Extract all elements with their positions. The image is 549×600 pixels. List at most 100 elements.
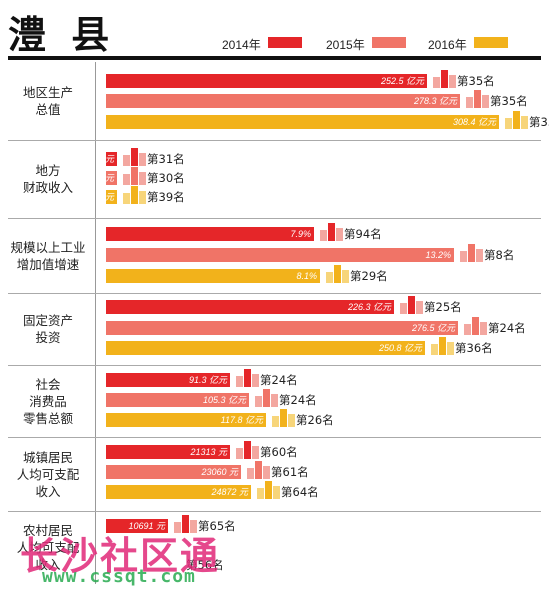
bar-chart-icon (320, 221, 343, 241)
bar-chart-icon (123, 184, 146, 204)
bar-chart-icon (236, 439, 259, 459)
icon-bar (439, 337, 446, 355)
rank-label: 第64名 (281, 485, 319, 499)
bar-2015: 105.3 亿元 (106, 393, 249, 407)
bar-value-label: 9.6 亿元 (80, 192, 114, 202)
icon-bar (255, 396, 262, 407)
bar-2015: 23060 元 (106, 465, 241, 479)
bar-chart-icon (433, 68, 456, 88)
icon-bar (139, 191, 146, 204)
icon-bar (257, 488, 264, 499)
rank-label: 第61名 (271, 465, 309, 479)
rank-label: 第24名 (279, 393, 317, 407)
icon-bar (480, 322, 487, 335)
rank-label: 第26名 (296, 413, 334, 427)
group-separator (8, 293, 541, 294)
bar-2014: 7.9% (106, 227, 314, 241)
group-label: 地方 财政收入 (22, 163, 73, 195)
bar-value-label: 105.3 亿元 (202, 395, 246, 405)
legend-swatch (268, 37, 302, 48)
bar-value-label: 226.3 亿元 (347, 302, 391, 312)
watermark-url: www.cssqt.com (42, 566, 196, 587)
group-separator (8, 218, 541, 219)
bar-2014: 21313 元 (106, 445, 230, 459)
group-separator (8, 511, 541, 512)
bar-2014: 226.3 亿元 (106, 300, 394, 314)
rank-label: 第33名 (529, 115, 549, 129)
bar-chart-icon (272, 407, 295, 427)
icon-bar (476, 249, 483, 262)
bar-chart-icon (123, 165, 146, 185)
group-separator (8, 365, 541, 366)
bar-2014: 91.3 亿元 (106, 373, 230, 387)
bar-value-label: 13.2% (425, 250, 451, 260)
bar-chart-icon (174, 513, 197, 533)
icon-bar (326, 272, 333, 283)
icon-bar (280, 409, 287, 427)
watermark-text: 长沙社区通 (20, 534, 221, 578)
rank-label: 第39名 (147, 190, 185, 204)
bar-chart-icon (466, 88, 489, 108)
bar-2014: 252.5 亿元 (106, 74, 427, 88)
bar-2015: 276.5 亿元 (106, 321, 458, 335)
bar-value-label: 23060 元 (201, 467, 238, 477)
icon-bar (472, 317, 479, 335)
bar-2016: 24872 元 (106, 485, 251, 499)
rank-label: 第31名 (147, 152, 185, 166)
bar-value-label: 24872 元 (211, 487, 248, 497)
icon-bar (474, 90, 481, 108)
icon-bar (273, 486, 280, 499)
bar-2016: 8.1% (106, 269, 320, 283)
icon-bar (320, 230, 327, 241)
icon-bar (255, 461, 262, 479)
label-divider (95, 62, 96, 584)
group-label: 农村居民 人均可支配 收入 (16, 523, 80, 572)
bar-value-label: 91.3 亿元 (188, 375, 227, 385)
icon-bar (263, 466, 270, 479)
group-label: 规模以上工业 增加值增速 (10, 239, 86, 272)
bar-value-label: 7.9% (290, 229, 311, 239)
bar-value-label: 10691 元 (128, 521, 165, 531)
icon-bar (247, 468, 254, 479)
icon-bar (139, 172, 146, 185)
icon-bar (244, 369, 251, 387)
legend-label: 2016年 (428, 38, 467, 52)
bar-chart-icon (505, 109, 528, 129)
bar-chart-icon (431, 335, 454, 355)
icon-bar (131, 167, 138, 185)
icon-bar (271, 394, 278, 407)
icon-bar (336, 228, 343, 241)
icon-bar (265, 481, 272, 499)
icon-bar (449, 75, 456, 88)
rank-label: 第25名 (424, 300, 462, 314)
icon-bar (431, 344, 438, 355)
icon-bar (464, 324, 471, 335)
group-label: 固定资产 投资 (22, 313, 73, 345)
bar-value-label: 21313 元 (190, 447, 227, 457)
bar-value-label: 308.4 亿元 (452, 117, 496, 127)
icon-bar (236, 448, 243, 459)
rank-label: 第24名 (260, 373, 298, 387)
bar-chart-icon (255, 387, 278, 407)
icon-bar (190, 520, 197, 533)
bar-2015: 9.8 亿元 (81, 171, 117, 185)
icon-bar (252, 374, 259, 387)
icon-bar (244, 441, 251, 459)
bar-2014: 9.0 亿元 (81, 152, 117, 166)
icon-bar (328, 223, 335, 241)
rank-label: 第56名 (186, 558, 224, 572)
icon-bar (288, 414, 295, 427)
bar-2016: 117.8 亿元 (106, 413, 266, 427)
icon-bar (521, 116, 528, 129)
bar-chart-icon (400, 294, 423, 314)
bar-2016: 250.8 亿元 (106, 341, 425, 355)
bar-value-label: 117.8 亿元 (220, 415, 263, 425)
icon-bar (416, 301, 423, 314)
rank-label: 第36名 (455, 341, 493, 355)
bar-value-label: 9.0 亿元 (80, 154, 114, 164)
icon-bar (482, 95, 489, 108)
icon-bar (174, 522, 181, 533)
bar-chart-icon (236, 367, 259, 387)
icon-bar (252, 446, 259, 459)
